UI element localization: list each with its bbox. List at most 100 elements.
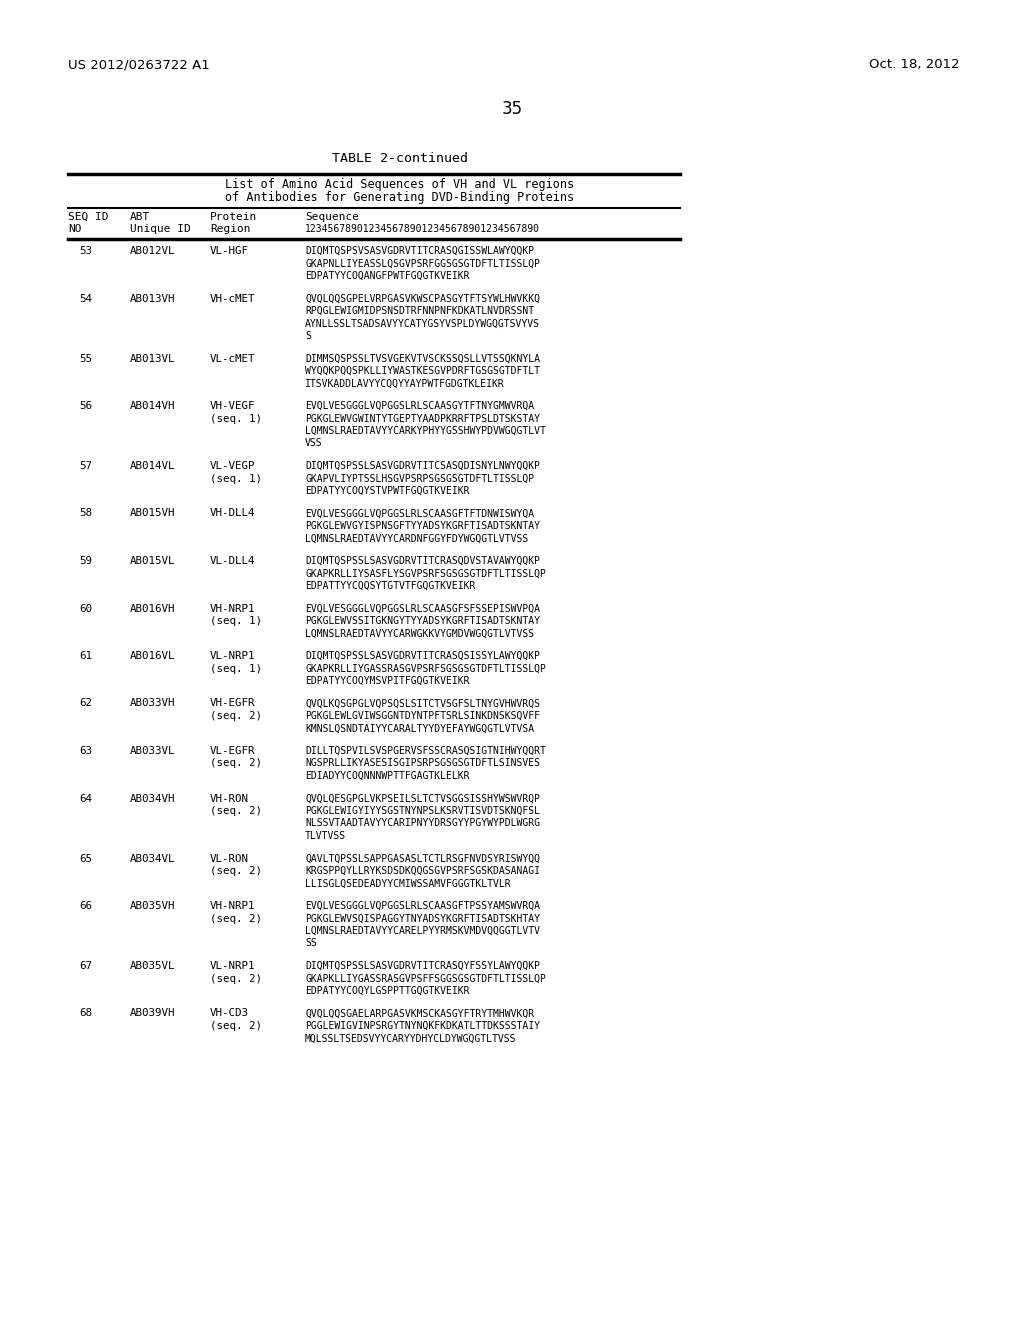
Text: US 2012/0263722 A1: US 2012/0263722 A1 [68, 58, 210, 71]
Text: Unique ID: Unique ID [130, 224, 190, 234]
Text: VL-cMET: VL-cMET [210, 354, 256, 363]
Text: 66: 66 [80, 902, 92, 911]
Text: VH-EGFR: VH-EGFR [210, 698, 256, 709]
Text: AB033VL: AB033VL [130, 746, 175, 756]
Text: S: S [305, 331, 311, 341]
Text: DIQMTQSPSSLSASVGDRVTITCRASQDVSTAVAWYQQKP: DIQMTQSPSSLSASVGDRVTITCRASQDVSTAVAWYQQKP [305, 556, 540, 566]
Text: (seq. 2): (seq. 2) [210, 913, 262, 924]
Text: EDPATYYCOQYLGSPPTTGQGTKVEIKR: EDPATYYCOQYLGSPPTTGQGTKVEIKR [305, 986, 469, 997]
Text: 61: 61 [80, 651, 92, 661]
Text: LQMNSLRAEDTAVYYCARDNFGGYFDYWGQGTLVTVSS: LQMNSLRAEDTAVYYCARDNFGGYFDYWGQGTLVTVSS [305, 533, 528, 544]
Text: 63: 63 [80, 746, 92, 756]
Text: EVQLVESGGGLVQPGGSLRLSCAASGFSFSSEPISWVPQA: EVQLVESGGGLVQPGGSLRLSCAASGFSFSSEPISWVPQA [305, 603, 540, 614]
Text: PGKGLEWIGYIYYSGSTNYNPSLKSRVTISVDTSKNQFSL: PGKGLEWIGYIYYSGSTNYNPSLKSRVTISVDTSKNQFSL [305, 807, 540, 816]
Text: (seq. 1): (seq. 1) [210, 616, 262, 626]
Text: 58: 58 [80, 508, 92, 519]
Text: EDIADYYCOQNNNWPTTFGAGTKLELKR: EDIADYYCOQNNNWPTTFGAGTKLELKR [305, 771, 469, 781]
Text: QVQLKQSGPGLVQPSQSLSITCTVSGFSLTNYGVHWVRQS: QVQLKQSGPGLVQPSQSLSITCTVSGFSLTNYGVHWVRQS [305, 698, 540, 709]
Text: AB016VH: AB016VH [130, 603, 175, 614]
Text: (seq. 2): (seq. 2) [210, 807, 262, 816]
Text: DIQMTQSPSSLSASVGDRVTITCRASQSISSYLAWYQQKP: DIQMTQSPSSLSASVGDRVTITCRASQSISSYLAWYQQKP [305, 651, 540, 661]
Text: AB034VL: AB034VL [130, 854, 175, 863]
Text: GKAPVLIYPTSSLHSGVPSRPSGSGSGTDFTLTISSLQP: GKAPVLIYPTSSLHSGVPSRPSGSGSGTDFTLTISSLQP [305, 474, 535, 483]
Text: EVQLVESGGGLVQPGGSLRLSCAASGFTPSSYAMSWVRQA: EVQLVESGGGLVQPGGSLRLSCAASGFTPSSYAMSWVRQA [305, 902, 540, 911]
Text: VL-RON: VL-RON [210, 854, 249, 863]
Text: 65: 65 [80, 854, 92, 863]
Text: Protein: Protein [210, 213, 257, 222]
Text: VL-HGF: VL-HGF [210, 246, 249, 256]
Text: MQLSSLTSEDSVYYCARYYDHYCLDYWGQGTLTVSS: MQLSSLTSEDSVYYCARYYDHYCLDYWGQGTLTVSS [305, 1034, 516, 1044]
Text: QAVLTQPSSLSAPPGASASLTCTLRSGFNVDSYRISWYQQ: QAVLTQPSSLSAPPGASASLTCTLRSGFNVDSYRISWYQQ [305, 854, 540, 863]
Text: AB015VH: AB015VH [130, 508, 175, 519]
Text: AB015VL: AB015VL [130, 556, 175, 566]
Text: GKAPKRLLIYGASSRASGVPSRFSGSGSGTDFTLTISSLQP: GKAPKRLLIYGASSRASGVPSRFSGSGSGTDFTLTISSLQ… [305, 664, 546, 673]
Text: VH-NRP1: VH-NRP1 [210, 902, 256, 911]
Text: SS: SS [305, 939, 316, 949]
Text: AB014VL: AB014VL [130, 461, 175, 471]
Text: AB034VH: AB034VH [130, 793, 175, 804]
Text: (seq. 2): (seq. 2) [210, 759, 262, 768]
Text: KMNSLQSNDTAIYYCARALTYYDYEFAYWGQGTLVTVSA: KMNSLQSNDTAIYYCARALTYYDYEFAYWGQGTLVTVSA [305, 723, 535, 734]
Text: VL-VEGP: VL-VEGP [210, 461, 256, 471]
Text: 56: 56 [80, 401, 92, 411]
Text: LLISGLQSEDEADYYCMIWSSAMVFGGGTKLTVLR: LLISGLQSEDEADYYCMIWSSAMVFGGGTKLTVLR [305, 879, 511, 888]
Text: AB012VL: AB012VL [130, 246, 175, 256]
Text: (seq. 1): (seq. 1) [210, 664, 262, 673]
Text: (seq. 2): (seq. 2) [210, 974, 262, 983]
Text: QVQLQQSGPELVRPGASVKWSCPASGYTFTSYWLHWVKKQ: QVQLQQSGPELVRPGASVKWSCPASGYTFTSYWLHWVKKQ [305, 293, 540, 304]
Text: DIQMTQSPSSLSASVGDRVTITCSASQDISNYLNWYQQKP: DIQMTQSPSSLSASVGDRVTITCSASQDISNYLNWYQQKP [305, 461, 540, 471]
Text: VH-VEGF: VH-VEGF [210, 401, 256, 411]
Text: 53: 53 [80, 246, 92, 256]
Text: TLVTVSS: TLVTVSS [305, 832, 346, 841]
Text: Sequence: Sequence [305, 213, 359, 222]
Text: EDPATYYCOQYSTVPWTFGQGTKVEIKR: EDPATYYCOQYSTVPWTFGQGTKVEIKR [305, 486, 469, 496]
Text: PGKGLEWVSQISPAGGYTNYADSYKGRFTISADTSKHTAY: PGKGLEWVSQISPAGGYTNYADSYKGRFTISADTSKHTAY [305, 913, 540, 924]
Text: (seq. 2): (seq. 2) [210, 711, 262, 721]
Text: 54: 54 [80, 293, 92, 304]
Text: PGKGLEWVGYISPNSGFTYYADSYKGRFTISADTSKNTAY: PGKGLEWVGYISPNSGFTYYADSYKGRFTISADTSKNTAY [305, 521, 540, 531]
Text: (seq. 2): (seq. 2) [210, 866, 262, 876]
Text: VH-RON: VH-RON [210, 793, 249, 804]
Text: TABLE 2-continued: TABLE 2-continued [332, 152, 468, 165]
Text: LQMNSLRAEDTAVYYCARELPYYRMSKVMDVQQGGTLVTV: LQMNSLRAEDTAVYYCARELPYYRMSKVMDVQQGGTLVTV [305, 927, 540, 936]
Text: 59: 59 [80, 556, 92, 566]
Text: DIQMTQSPSSLSASVGDRVTITCRASQYFSSYLAWYQQKP: DIQMTQSPSSLSASVGDRVTITCRASQYFSSYLAWYQQKP [305, 961, 540, 972]
Text: of Antibodies for Generating DVD-Binding Proteins: of Antibodies for Generating DVD-Binding… [225, 191, 574, 205]
Text: 62: 62 [80, 698, 92, 709]
Text: LQMNSLRAEDTAVYYCARKYPHYYGSSHWYPDVWGQGTLVT: LQMNSLRAEDTAVYYCARKYPHYYGSSHWYPDVWGQGTLV… [305, 426, 546, 436]
Text: VSS: VSS [305, 438, 323, 449]
Text: VL-DLL4: VL-DLL4 [210, 556, 256, 566]
Text: EDPATYYCOQYMSVPITFGQGTKVEIKR: EDPATYYCOQYMSVPITFGQGTKVEIKR [305, 676, 469, 686]
Text: WYQQKPQQSPKLLIYWASTKESGVPDRFTGSGSGTDFTLT: WYQQKPQQSPKLLIYWASTKESGVPDRFTGSGSGTDFTLT [305, 366, 540, 376]
Text: Region: Region [210, 224, 251, 234]
Text: List of Amino Acid Sequences of VH and VL regions: List of Amino Acid Sequences of VH and V… [225, 178, 574, 191]
Text: VL-NRP1: VL-NRP1 [210, 651, 256, 661]
Text: Oct. 18, 2012: Oct. 18, 2012 [869, 58, 961, 71]
Text: LQMNSLRAEDTAVYYCARWGKKVYGMDVWGQGTLVTVSS: LQMNSLRAEDTAVYYCARWGKKVYGMDVWGQGTLVTVSS [305, 628, 535, 639]
Text: (seq. 1): (seq. 1) [210, 413, 262, 424]
Text: DILLTQSPVILSVSPGERVSFSSCRASQSIGTNIHWYQQRT: DILLTQSPVILSVSPGERVSFSSCRASQSIGTNIHWYQQR… [305, 746, 546, 756]
Text: AB035VH: AB035VH [130, 902, 175, 911]
Text: EDPATTYYCQQSYTGTVTFGQGTKVEIKR: EDPATTYYCQQSYTGTVTFGQGTKVEIKR [305, 581, 475, 591]
Text: EVQLVESGGGLVQPGGSLRLSCAASGYTFTNYGMWVRQA: EVQLVESGGGLVQPGGSLRLSCAASGYTFTNYGMWVRQA [305, 401, 535, 411]
Text: NGSPRLLIKYASESISGIPSRPSGSGSGTDFTLSINSVES: NGSPRLLIKYASESISGIPSRPSGSGSGTDFTLSINSVES [305, 759, 540, 768]
Text: QVQLQESGPGLVKPSEILSLTCTVSGGSISSHYWSWVRQP: QVQLQESGPGLVKPSEILSLTCTVSGGSISSHYWSWVRQP [305, 793, 540, 804]
Text: ITSVKADDLAVYYCQQYYAYPWTFGDGTKLEIKR: ITSVKADDLAVYYCQQYYAYPWTFGDGTKLEIKR [305, 379, 505, 388]
Text: DIQMTQSPSVSASVGDRVTITCRASQGISSWLAWYQQKP: DIQMTQSPSVSASVGDRVTITCRASQGISSWLAWYQQKP [305, 246, 535, 256]
Text: (seq. 2): (seq. 2) [210, 1020, 262, 1031]
Text: ABT: ABT [130, 213, 151, 222]
Text: AB013VH: AB013VH [130, 293, 175, 304]
Text: VH-cMET: VH-cMET [210, 293, 256, 304]
Text: 60: 60 [80, 603, 92, 614]
Text: VL-EGFR: VL-EGFR [210, 746, 256, 756]
Text: (seq. 1): (seq. 1) [210, 474, 262, 483]
Text: NLSSVTAADTAVYYCARIPNYYDRSGYYPGYWYPDLWGRG: NLSSVTAADTAVYYCARIPNYYDRSGYYPGYWYPDLWGRG [305, 818, 540, 829]
Text: 64: 64 [80, 793, 92, 804]
Text: VH-NRP1: VH-NRP1 [210, 603, 256, 614]
Text: 67: 67 [80, 961, 92, 972]
Text: 35: 35 [502, 100, 522, 117]
Text: PGGLEWIGVINPSRGYTNYNQKFKDKATLTTDKSSSTAIY: PGGLEWIGVINPSRGYTNYNQKFKDKATLTTDKSSSTAIY [305, 1020, 540, 1031]
Text: VH-CD3: VH-CD3 [210, 1008, 249, 1019]
Text: PGKGLEWLGVIWSGGNTDYNTPFTSRLSINKDNSKSQVFF: PGKGLEWLGVIWSGGNTDYNTPFTSRLSINKDNSKSQVFF [305, 711, 540, 721]
Text: AB039VH: AB039VH [130, 1008, 175, 1019]
